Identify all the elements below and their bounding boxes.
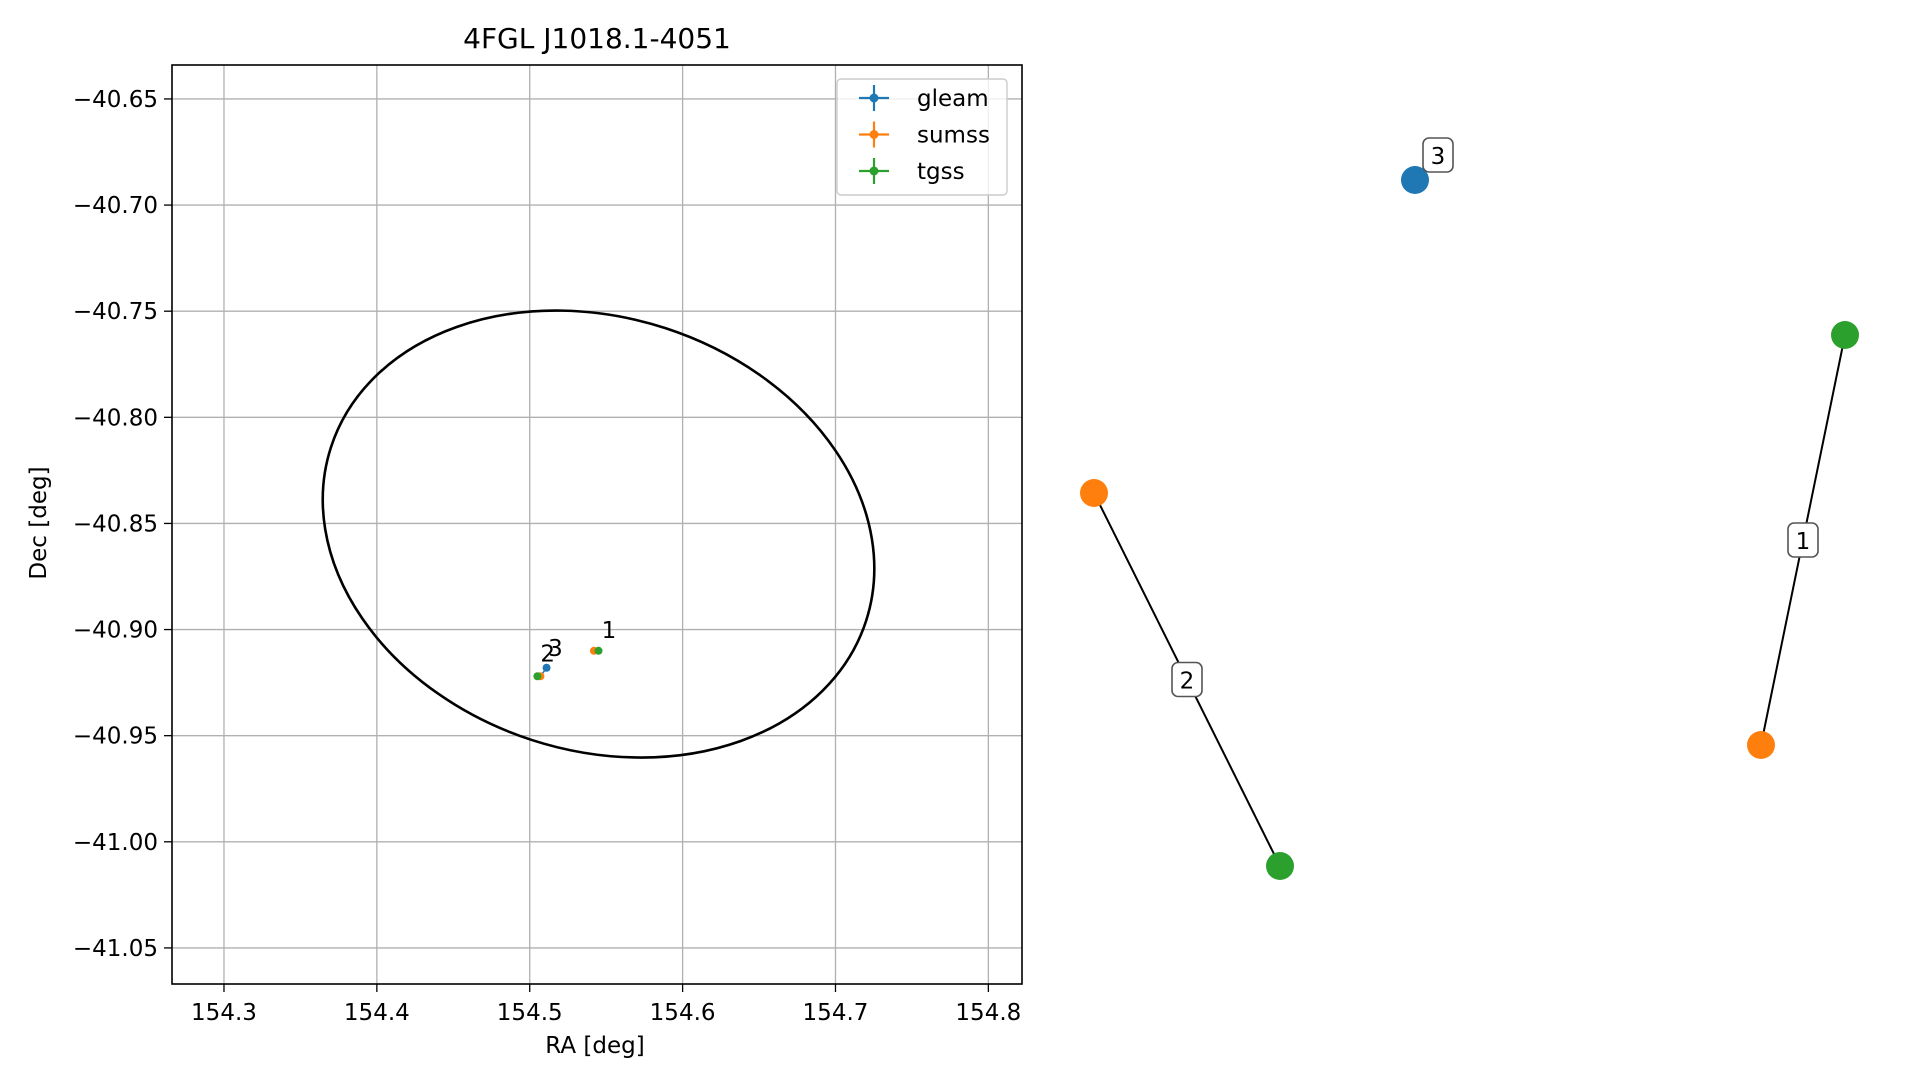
graph-labels: 2 1 3	[1171, 137, 1819, 698]
x-tick-label: 154.6	[650, 1000, 716, 1026]
data-point-tgss	[594, 646, 603, 655]
point-label: 3	[548, 636, 563, 662]
y-tick-label: −40.85	[73, 511, 158, 537]
y-tick-label: −40.65	[73, 87, 158, 113]
graph-node-s2	[1080, 479, 1108, 507]
grid-lines	[172, 65, 1022, 984]
error-ellipse-layer	[321, 309, 876, 759]
legend: gleam sumss tgss	[836, 78, 1008, 196]
y-tick-label: −40.90	[73, 618, 158, 644]
axis-ticks: 154.3 154.4 154.5 154.6 154.7 154.8 −40.65 −40.…	[73, 87, 1021, 1026]
y-tick-label: −40.70	[73, 193, 158, 219]
x-tick-label: 154.7	[803, 1000, 869, 1026]
x-tick-label: 154.5	[497, 1000, 563, 1026]
graph-edges	[1093, 334, 1846, 867]
graph-node-g3	[1401, 166, 1429, 194]
edge-label-box	[1171, 661, 1203, 698]
legend-marker-dot	[869, 130, 879, 139]
node-label-box	[1422, 137, 1454, 173]
y-tick-label: −41.05	[73, 936, 158, 962]
x-tick-label: 154.4	[344, 1000, 410, 1026]
x-tick-label: 154.8	[955, 1000, 1021, 1026]
legend-marker-dot	[869, 93, 879, 103]
legend-frame	[836, 78, 1008, 196]
data-point-gleam	[542, 663, 551, 672]
scatter-panel: 4FGL J1018.1-4051 123 154.3 154.4 154.5 154…	[26, 22, 1023, 1059]
legend-marker-dot	[869, 166, 879, 176]
graph-nodes	[1080, 166, 1859, 880]
y-tick-label: −40.80	[73, 405, 158, 431]
plot-frame	[171, 64, 1023, 985]
graph-node-t2	[1266, 852, 1294, 880]
points-layer: 1 23	[533, 618, 617, 681]
y-tick-label: −41.00	[73, 830, 158, 856]
y-tick-label: −40.95	[73, 724, 158, 750]
edge-label: 1	[1796, 529, 1811, 555]
point-label: 2	[540, 641, 555, 667]
legend-label: sumss	[917, 123, 990, 149]
legend-label: gleam	[917, 86, 989, 112]
x-axis-label: RA [deg]	[545, 1033, 644, 1059]
node-label: 3	[1431, 144, 1446, 170]
legend-label: tgss	[917, 159, 965, 185]
x-tick-label: 154.3	[191, 1000, 257, 1026]
error-ellipse	[321, 309, 876, 759]
point-label: 1	[602, 618, 617, 644]
chart-title: 4FGL J1018.1-4051	[463, 22, 731, 55]
edge-label-box	[1787, 522, 1819, 558]
graph-panel: 2 1 3	[1080, 137, 1859, 880]
data-point-tgss	[533, 672, 542, 681]
y-tick-label: −40.75	[73, 299, 158, 325]
y-axis-label: Dec [deg]	[26, 466, 52, 579]
graph-node-s1	[1747, 731, 1775, 759]
graph-node-t1	[1831, 321, 1859, 349]
legend-entries: gleam sumss tgss	[859, 85, 990, 185]
edge-label: 2	[1180, 669, 1195, 695]
